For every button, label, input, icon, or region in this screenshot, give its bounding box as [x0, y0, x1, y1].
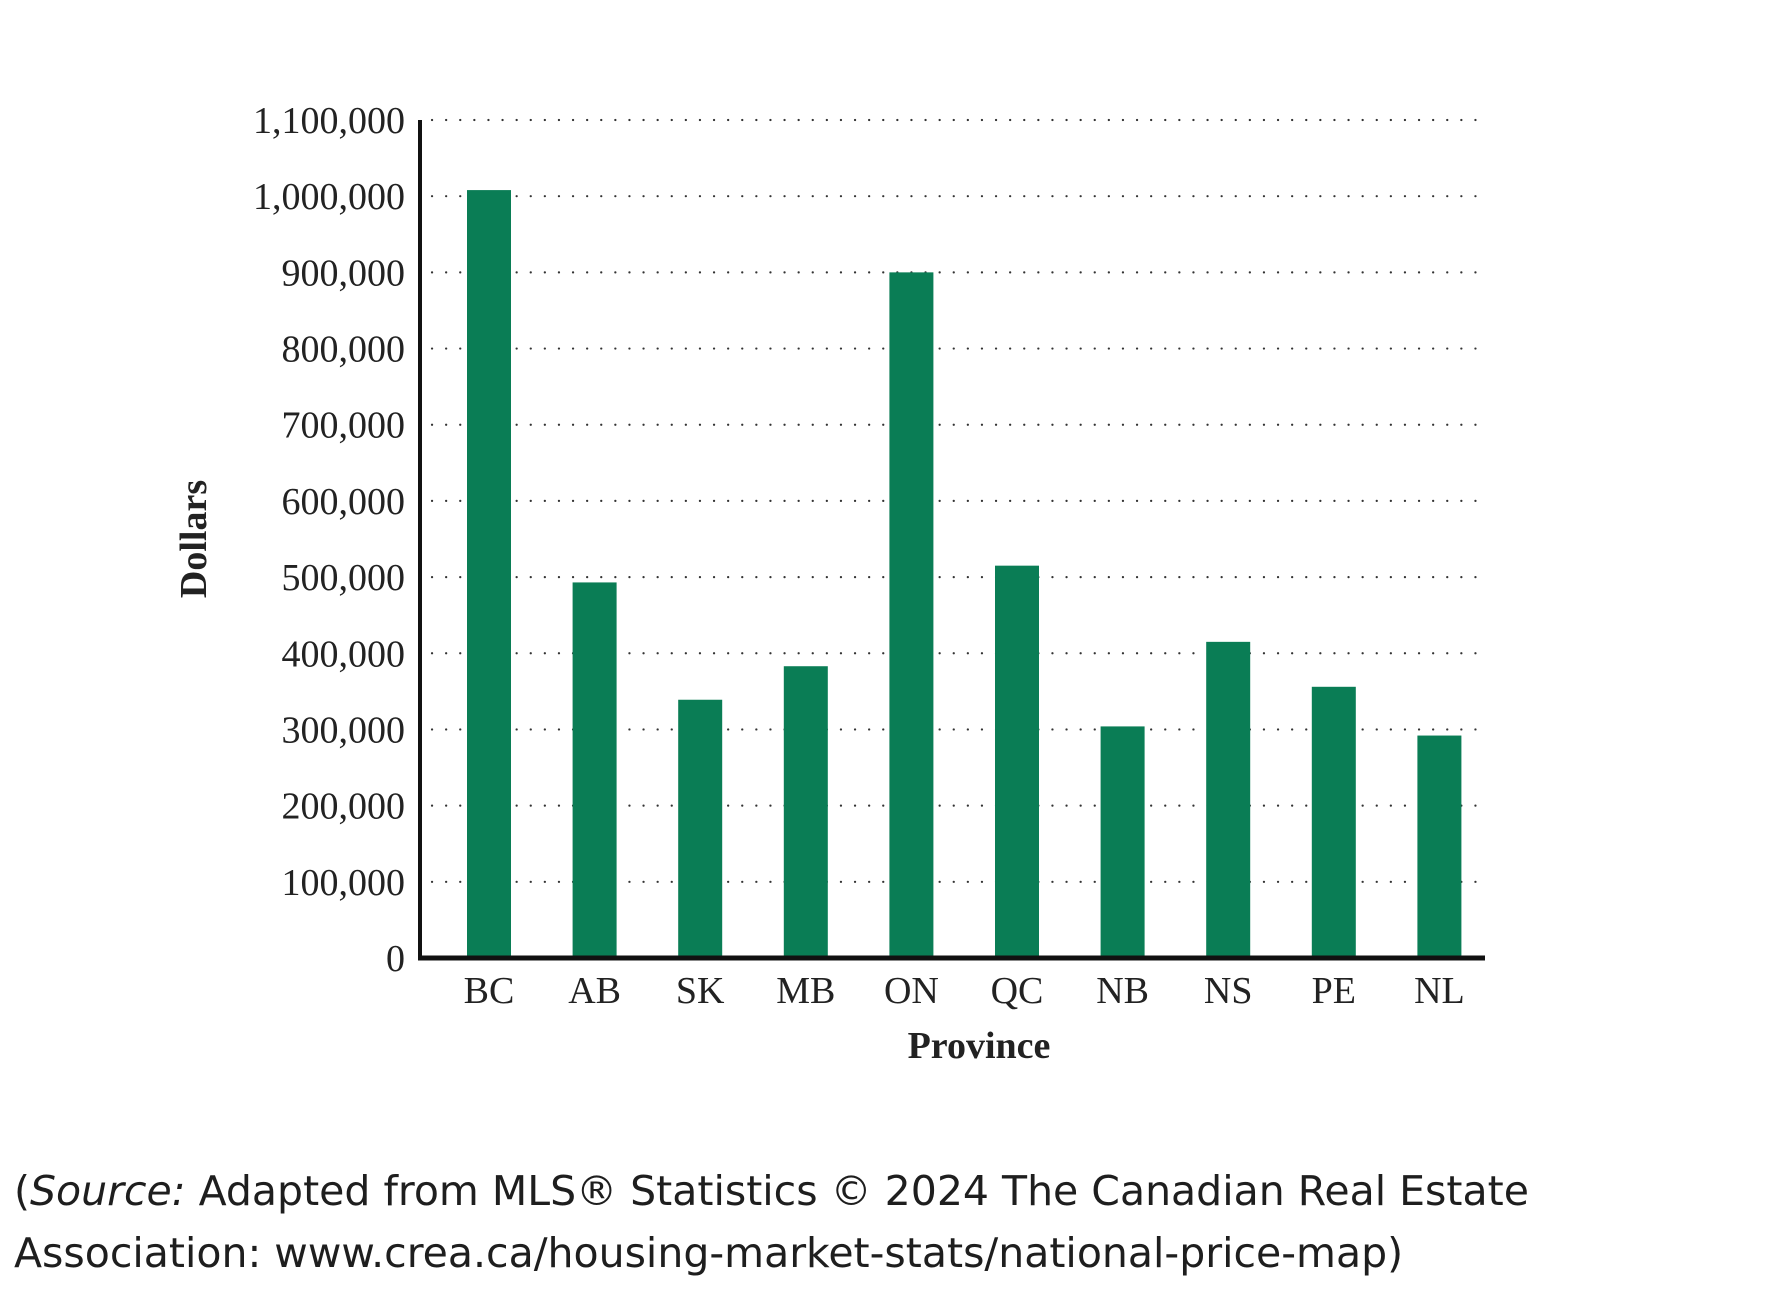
x-tick-label: PE [1312, 970, 1356, 1012]
bar-nb [1100, 726, 1145, 958]
x-axis-tick-labels: BC AB SK MB ON QC NB NS PE NL [464, 970, 1465, 1012]
y-tick-label: 400,000 [282, 633, 406, 675]
bar-sk [678, 699, 723, 958]
source-caption: (Source: Adapted from MLS® Statistics © … [14, 1160, 1714, 1284]
bar-chart: 0 100,000 200,000 300,000 400,000 500,000 600,… [173, 100, 1487, 1067]
y-tick-label: 100,000 [282, 862, 406, 904]
y-tick-label: 800,000 [282, 329, 406, 371]
y-tick-label: 600,000 [282, 481, 406, 523]
y-tick-label: 300,000 [282, 709, 406, 751]
x-tick-label: NS [1204, 970, 1253, 1012]
caption-text: Adapted from MLS® Statistics © 2024 The … [14, 1167, 1529, 1277]
caption-source-label: Source: [30, 1167, 186, 1215]
x-axis-title: Province [908, 1025, 1051, 1067]
bar-qc [995, 565, 1039, 958]
y-tick-label: 700,000 [282, 405, 406, 447]
x-tick-label: QC [991, 970, 1044, 1012]
x-tick-label: ON [884, 970, 939, 1012]
y-axis-tick-labels: 0 100,000 200,000 300,000 400,000 500,000 600,… [253, 100, 405, 980]
x-tick-label: NL [1414, 970, 1465, 1012]
y-tick-label: 900,000 [282, 252, 406, 294]
caption-open-paren: ( [14, 1167, 30, 1215]
y-tick-label: 0 [386, 938, 405, 980]
y-axis-title: Dollars [173, 480, 215, 598]
x-tick-label: SK [676, 970, 725, 1012]
x-tick-label: MB [776, 970, 835, 1012]
bars [467, 190, 1462, 958]
bar-ab [572, 582, 617, 958]
x-tick-label: AB [568, 970, 621, 1012]
x-tick-label: NB [1096, 970, 1149, 1012]
bar-mb [783, 666, 828, 958]
bar-on [889, 272, 934, 958]
y-tick-label: 1,000,000 [253, 176, 405, 218]
bar-pe [1311, 686, 1356, 958]
x-tick-label: BC [464, 970, 515, 1012]
bar-ns [1206, 641, 1251, 958]
y-tick-label: 500,000 [282, 557, 406, 599]
bar-nl [1417, 735, 1462, 958]
y-tick-label: 1,100,000 [253, 100, 405, 142]
bar-bc [467, 190, 511, 958]
y-tick-label: 200,000 [282, 786, 406, 828]
